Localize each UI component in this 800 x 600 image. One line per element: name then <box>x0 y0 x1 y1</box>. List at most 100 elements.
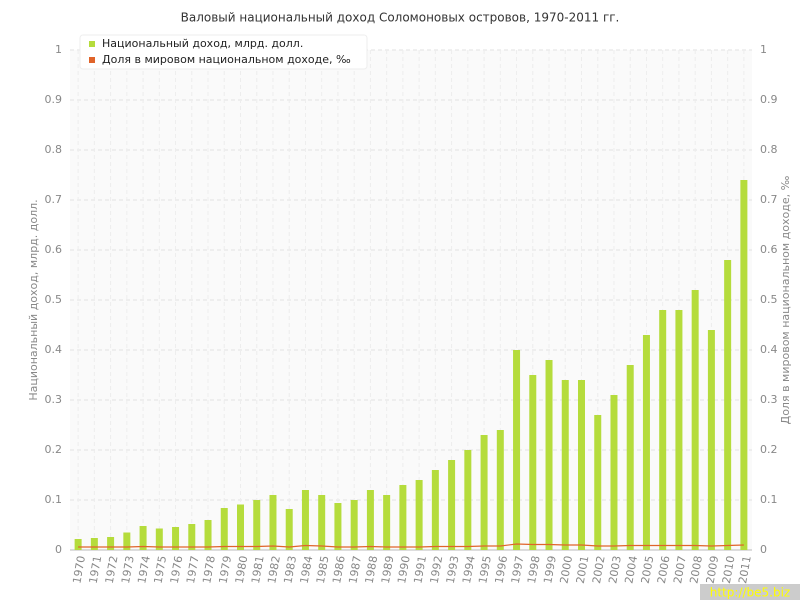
bar <box>155 528 163 550</box>
x-tick-label: 2011 <box>736 555 754 585</box>
x-tick-label: 2000 <box>558 555 576 585</box>
bar <box>107 537 115 550</box>
x-tick-label: 1988 <box>363 555 381 585</box>
y2-tick-label: 0.9 <box>760 93 778 106</box>
bar <box>366 490 374 550</box>
x-tick-label: 2007 <box>671 555 689 585</box>
chart-title: Валовый национальный доход Соломоновых о… <box>181 11 620 25</box>
bar <box>188 524 196 550</box>
y2-tick-label: 0.6 <box>760 243 778 256</box>
bar <box>172 527 180 550</box>
x-tick-label: 1977 <box>184 555 202 585</box>
bar <box>578 380 585 550</box>
y2-tick-label: 0.3 <box>760 393 778 406</box>
y2-tick-label: 0.2 <box>760 443 778 456</box>
x-tick-label: 1989 <box>379 555 397 585</box>
x-tick-label: 2004 <box>622 555 640 585</box>
legend-swatch <box>89 41 95 47</box>
bar <box>123 532 131 550</box>
bar <box>480 435 488 550</box>
x-tick-label: 1992 <box>428 555 446 585</box>
x-tick-label: 1976 <box>168 555 186 585</box>
y-tick-label: 0.5 <box>45 293 63 306</box>
y2-axis-title: Доля в мировом национальном доходе, ‰ <box>779 175 792 424</box>
bar <box>237 504 244 550</box>
x-tick-label: 1982 <box>265 555 283 585</box>
x-tick-label: 2003 <box>606 555 624 585</box>
bar <box>301 490 309 550</box>
bar <box>269 495 277 550</box>
bar <box>707 330 715 550</box>
bar <box>350 500 358 550</box>
bar <box>334 503 342 550</box>
line <box>78 543 744 548</box>
y2-tick-label: 0.8 <box>760 143 778 156</box>
bar <box>139 526 147 550</box>
watermark-bg <box>700 584 800 600</box>
x-tick-label: 1986 <box>330 555 348 585</box>
x-tick-label: 2002 <box>590 555 608 585</box>
x-tick-label: 2001 <box>574 555 592 585</box>
x-tick-label: 1979 <box>217 555 235 585</box>
x-tick-label: 1991 <box>411 555 429 585</box>
y2-tick-label: 0 <box>760 543 767 556</box>
bar <box>594 415 602 550</box>
x-tick-label: 2006 <box>655 555 673 585</box>
x-tick-label: 1987 <box>346 555 364 585</box>
y-tick-label: 0.9 <box>45 93 63 106</box>
x-tick-label: 1980 <box>233 555 251 585</box>
x-tick-label: 1995 <box>476 555 494 585</box>
bar <box>415 480 423 550</box>
x-tick-label: 1998 <box>525 555 543 585</box>
bar <box>642 335 650 550</box>
bar <box>561 380 569 550</box>
x-tick-label: 1972 <box>103 555 121 585</box>
legend: Национальный доход, млрд. долл. Доля в ми… <box>79 34 368 70</box>
x-tick-label: 1990 <box>395 555 413 585</box>
bar <box>513 350 521 550</box>
x-tick-label: 1970 <box>70 555 88 585</box>
bar <box>626 365 634 550</box>
x-tick-label: 1971 <box>87 555 105 585</box>
x-tick-label: 1981 <box>249 555 267 585</box>
legend-box <box>79 34 368 70</box>
bar <box>659 310 667 550</box>
x-tick-label: 1984 <box>298 555 316 585</box>
x-tick-label: 2009 <box>704 555 722 585</box>
legend-swatch <box>89 57 95 63</box>
bar <box>383 495 391 550</box>
x-tick-label: 1974 <box>135 555 153 585</box>
bar <box>545 360 553 550</box>
bar <box>204 520 212 550</box>
bar <box>318 495 326 550</box>
x-tick-label: 2008 <box>687 555 705 585</box>
watermark: http://be5.biz <box>710 586 790 600</box>
x-tick-label: 1983 <box>281 555 299 585</box>
y-tick-label: 0.4 <box>45 343 63 356</box>
x-tick-label: 2010 <box>720 555 738 585</box>
bar <box>675 310 683 550</box>
bar <box>253 500 261 550</box>
x-tick-label: 2005 <box>639 555 657 585</box>
bar <box>431 470 439 550</box>
y-tick-label: 1 <box>55 43 62 56</box>
legend-label: Национальный доход, млрд. долл. <box>102 37 303 50</box>
bar <box>285 509 293 550</box>
y2-tick-label: 1 <box>760 43 767 56</box>
x-tick-label: 1993 <box>444 555 462 585</box>
x-tick-label: 1978 <box>200 555 218 585</box>
y-tick-label: 0.1 <box>45 493 63 506</box>
y2-tick-label: 0.1 <box>760 493 778 506</box>
bar <box>399 485 407 550</box>
y-tick-label: 0.7 <box>45 193 63 206</box>
bar <box>529 375 537 550</box>
x-tick-label: 1994 <box>460 555 478 585</box>
bar <box>90 538 98 550</box>
bar <box>724 260 732 550</box>
y2-tick-label: 0.7 <box>760 193 778 206</box>
x-tick-label: 1973 <box>119 555 137 585</box>
y2-tick-label: 0.4 <box>760 343 778 356</box>
y2-tick-label: 0.5 <box>760 293 778 306</box>
y-tick-label: 0.6 <box>45 243 63 256</box>
